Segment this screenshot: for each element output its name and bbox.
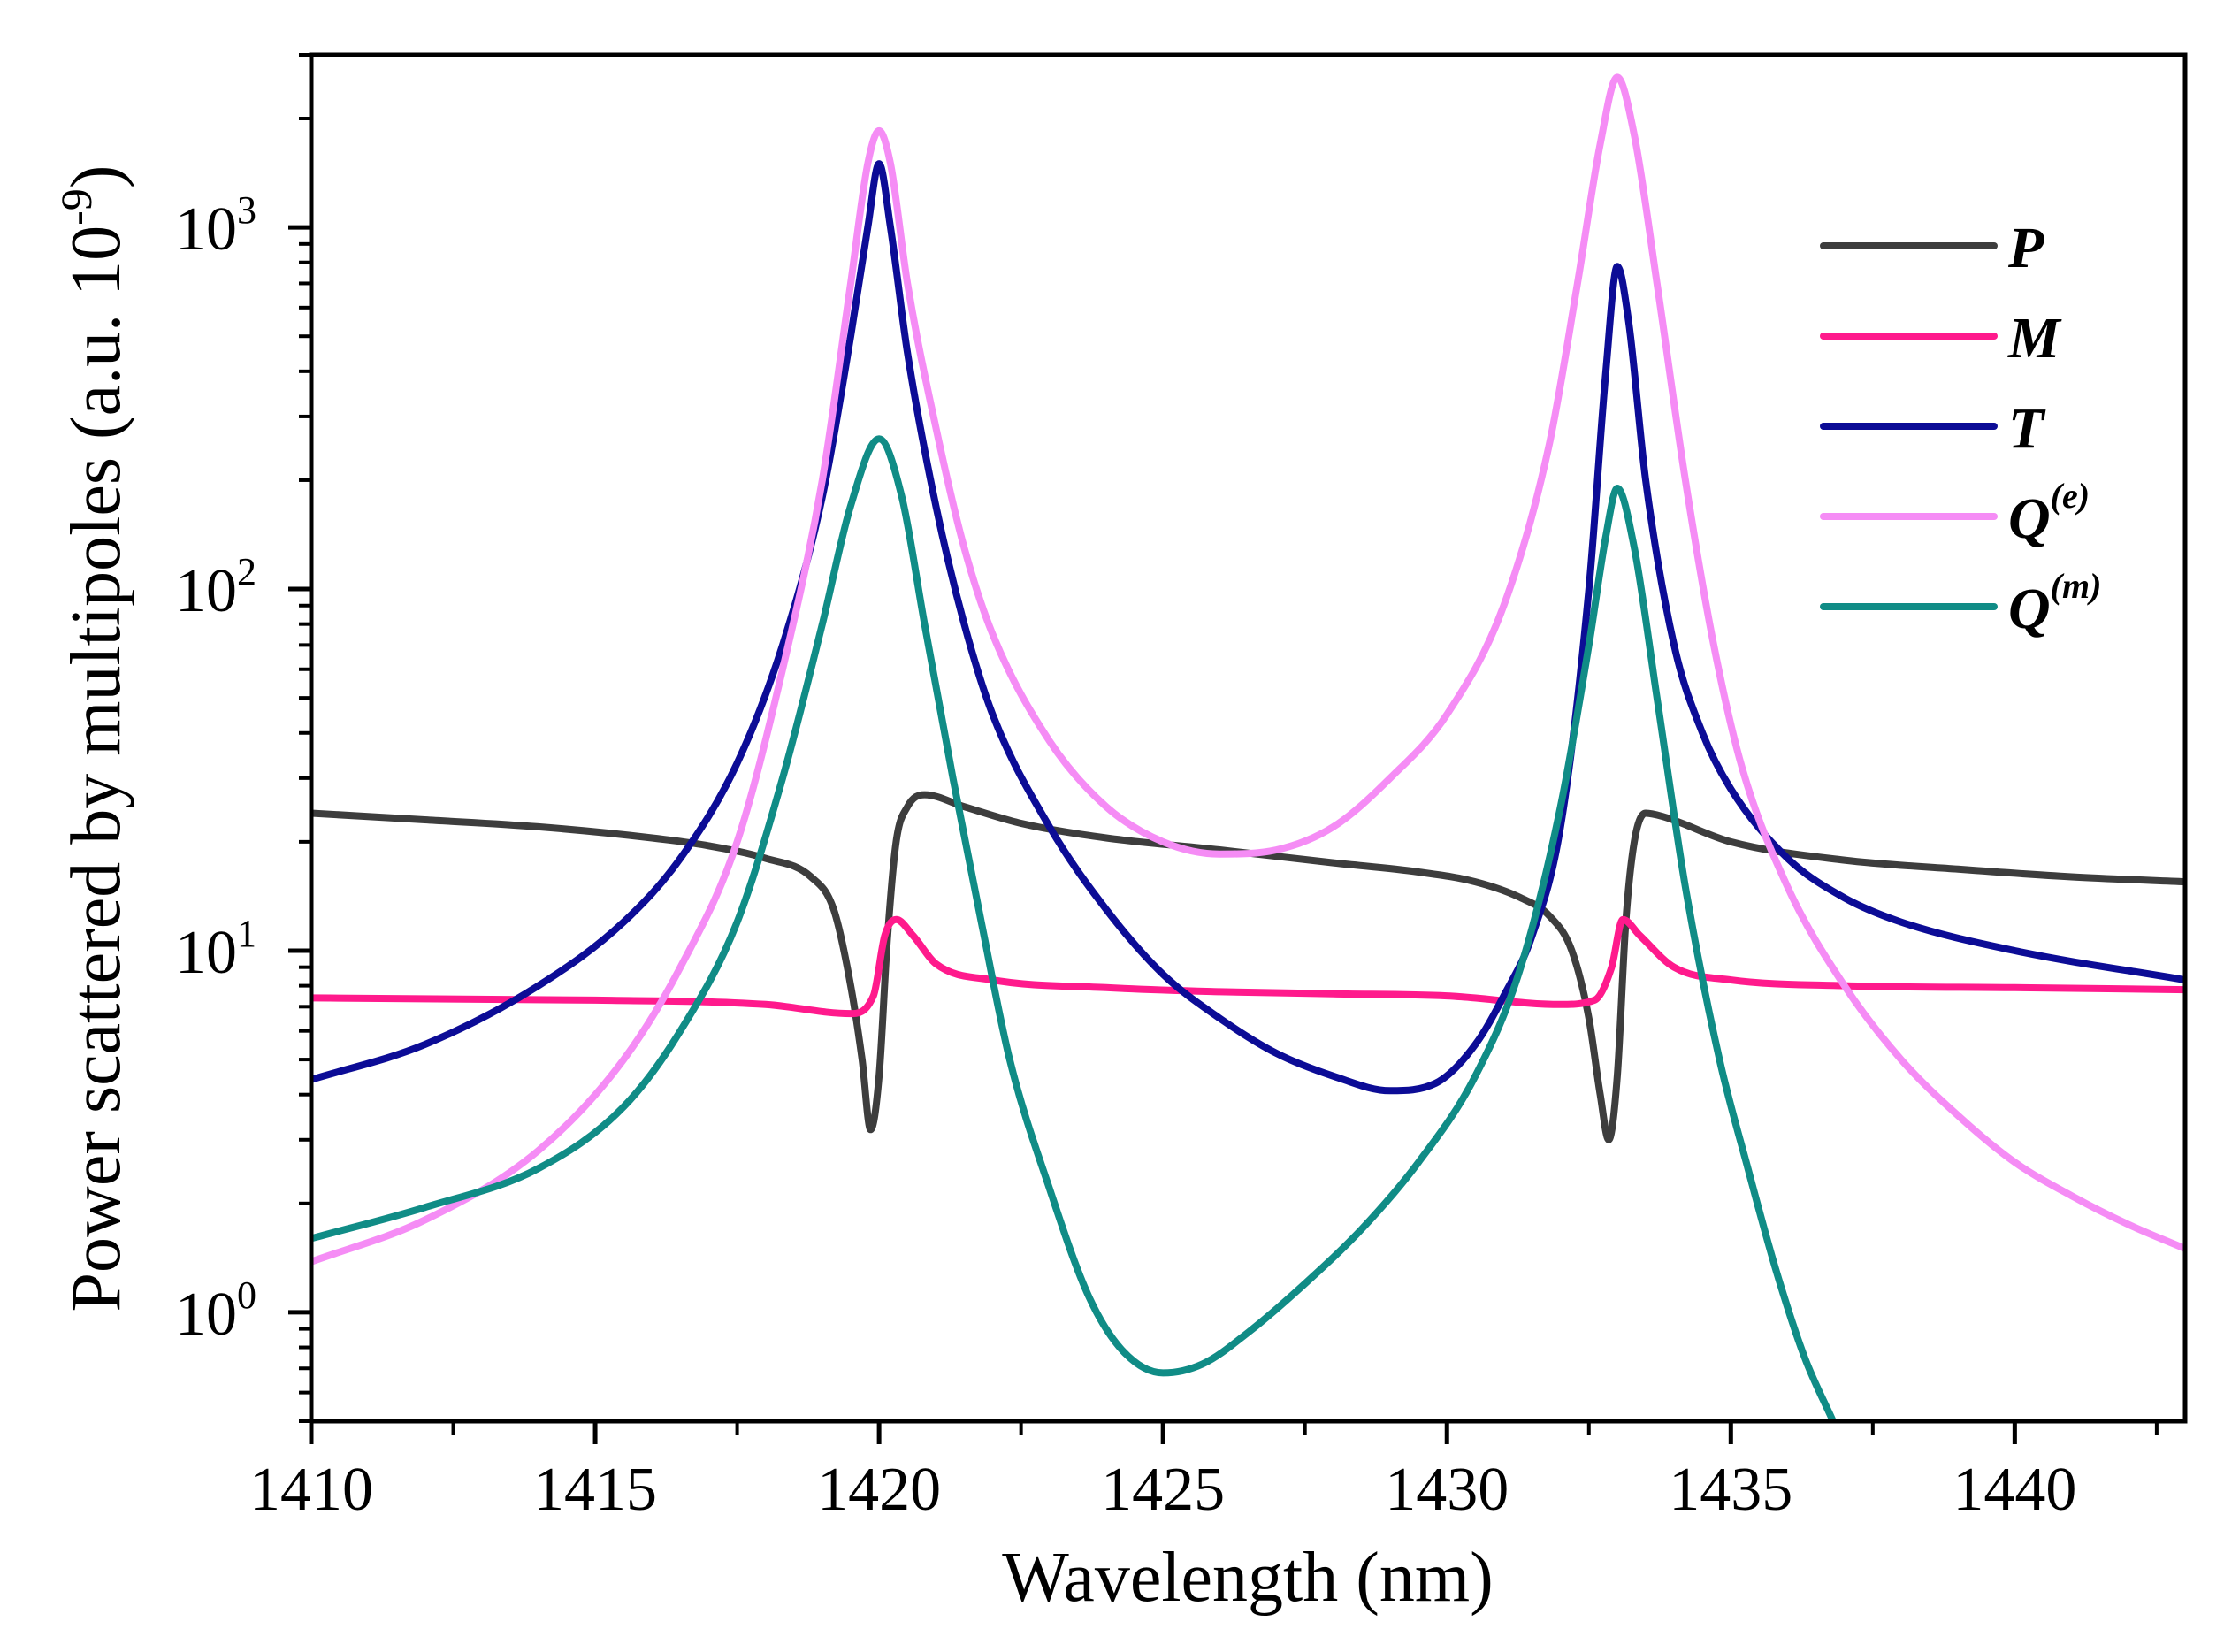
series-line-0 xyxy=(311,791,2185,1143)
y-axis-title-exponent: -9 xyxy=(51,188,101,226)
y-axis-title: Power scattered by multipoles (a.u. 10-9… xyxy=(51,165,135,1312)
legend-label: T xyxy=(2008,396,2046,461)
series-line-3 xyxy=(311,73,2185,1266)
plot-frame xyxy=(309,52,2188,1424)
legend: PMT Q(e) Q(m) xyxy=(1820,216,2101,641)
y-tick-label: 102 xyxy=(175,550,256,625)
legend-label: P xyxy=(2007,216,2044,280)
x-tick-label: 1415 xyxy=(533,1456,657,1524)
x-tick-label: 1435 xyxy=(1669,1456,1792,1524)
legend-label: M xyxy=(2007,306,2062,371)
x-tick-label: 1425 xyxy=(1101,1456,1225,1524)
x-axis-title: Wavelength (nm) xyxy=(1002,1539,1494,1617)
series-line-4 xyxy=(311,435,1837,1421)
y-tick-label: 101 xyxy=(175,912,256,987)
x-tick-label: 1410 xyxy=(249,1456,373,1524)
legend-label: Q(m) xyxy=(2008,566,2101,641)
x-axis: 1410 1415 1420 1425 1430 1435 1440 xyxy=(249,1421,2159,1524)
x-tick-label: 1420 xyxy=(817,1456,941,1524)
series-line-1 xyxy=(311,915,2185,1018)
y-axis-title-close: ) xyxy=(57,165,135,189)
x-tick-label: 1430 xyxy=(1385,1456,1509,1524)
y-tick-label: 100 xyxy=(175,1273,256,1349)
legend-label: Q(e) xyxy=(2008,476,2090,551)
series-layer xyxy=(311,73,2185,1421)
y-tick-label: 103 xyxy=(175,188,256,264)
y-axis: 100 101 102 103 xyxy=(175,53,311,1423)
x-tick-label: 1440 xyxy=(1953,1456,2076,1524)
